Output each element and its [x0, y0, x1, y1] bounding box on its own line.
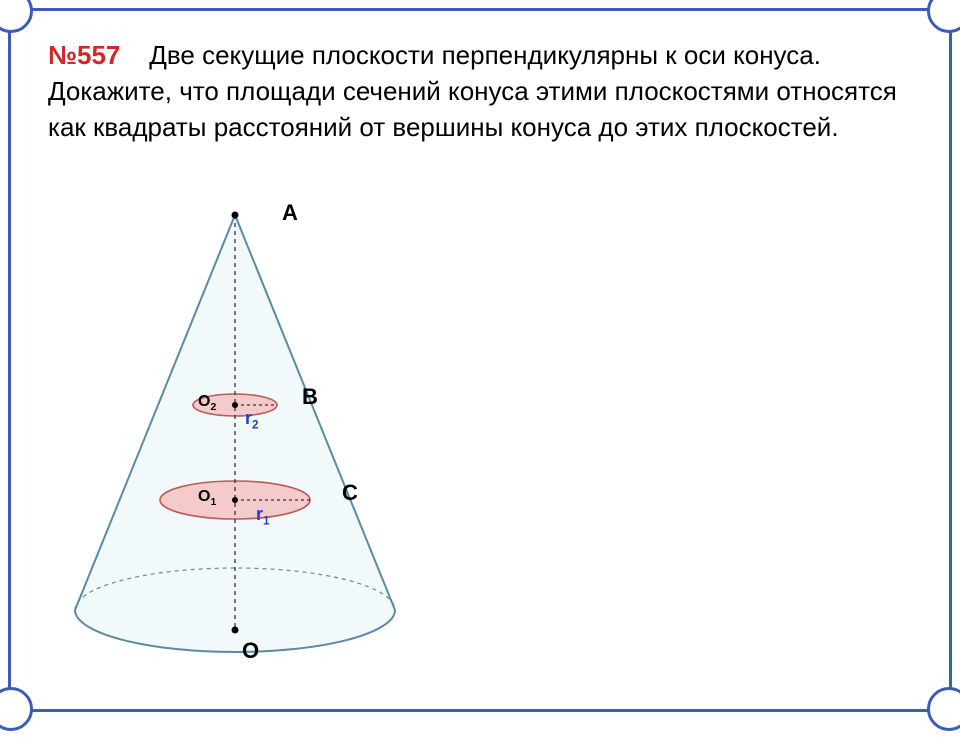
label-B: B	[302, 384, 318, 410]
cone-svg	[50, 200, 470, 680]
label-C: C	[342, 480, 358, 506]
cone-diagram: A B C O O2 O1 r2 r1	[50, 200, 470, 680]
label-O2: O2	[198, 393, 216, 413]
problem-text: №557 Две секущие плоскости перпендикуляр…	[48, 38, 912, 146]
label-O1: O1	[198, 488, 216, 508]
corner-notch	[0, 0, 33, 33]
corner-notch	[927, 0, 960, 33]
problem-number: №557	[48, 40, 120, 70]
label-r1: r1	[256, 504, 270, 528]
label-A: A	[282, 200, 298, 226]
label-O: O	[242, 638, 259, 664]
problem-body: Две секущие плоскости перпендикулярны к …	[48, 40, 897, 142]
label-r2: r2	[245, 408, 259, 432]
